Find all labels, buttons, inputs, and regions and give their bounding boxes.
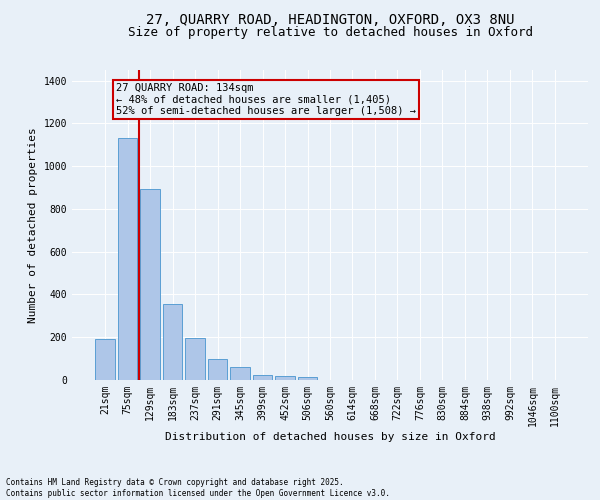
Bar — [208, 358, 227, 380]
Bar — [298, 378, 317, 380]
Bar — [140, 188, 160, 380]
Bar — [95, 340, 115, 380]
Bar — [118, 138, 137, 380]
Text: 27 QUARRY ROAD: 134sqm
← 48% of detached houses are smaller (1,405)
52% of semi-: 27 QUARRY ROAD: 134sqm ← 48% of detached… — [116, 83, 416, 116]
Bar — [230, 366, 250, 380]
Text: Size of property relative to detached houses in Oxford: Size of property relative to detached ho… — [128, 26, 533, 39]
Bar — [253, 376, 272, 380]
Y-axis label: Number of detached properties: Number of detached properties — [28, 127, 38, 323]
Text: 27, QUARRY ROAD, HEADINGTON, OXFORD, OX3 8NU: 27, QUARRY ROAD, HEADINGTON, OXFORD, OX3… — [146, 12, 514, 26]
Bar — [275, 376, 295, 380]
X-axis label: Distribution of detached houses by size in Oxford: Distribution of detached houses by size … — [164, 432, 496, 442]
Bar — [185, 338, 205, 380]
Text: Contains HM Land Registry data © Crown copyright and database right 2025.
Contai: Contains HM Land Registry data © Crown c… — [6, 478, 390, 498]
Bar — [163, 304, 182, 380]
